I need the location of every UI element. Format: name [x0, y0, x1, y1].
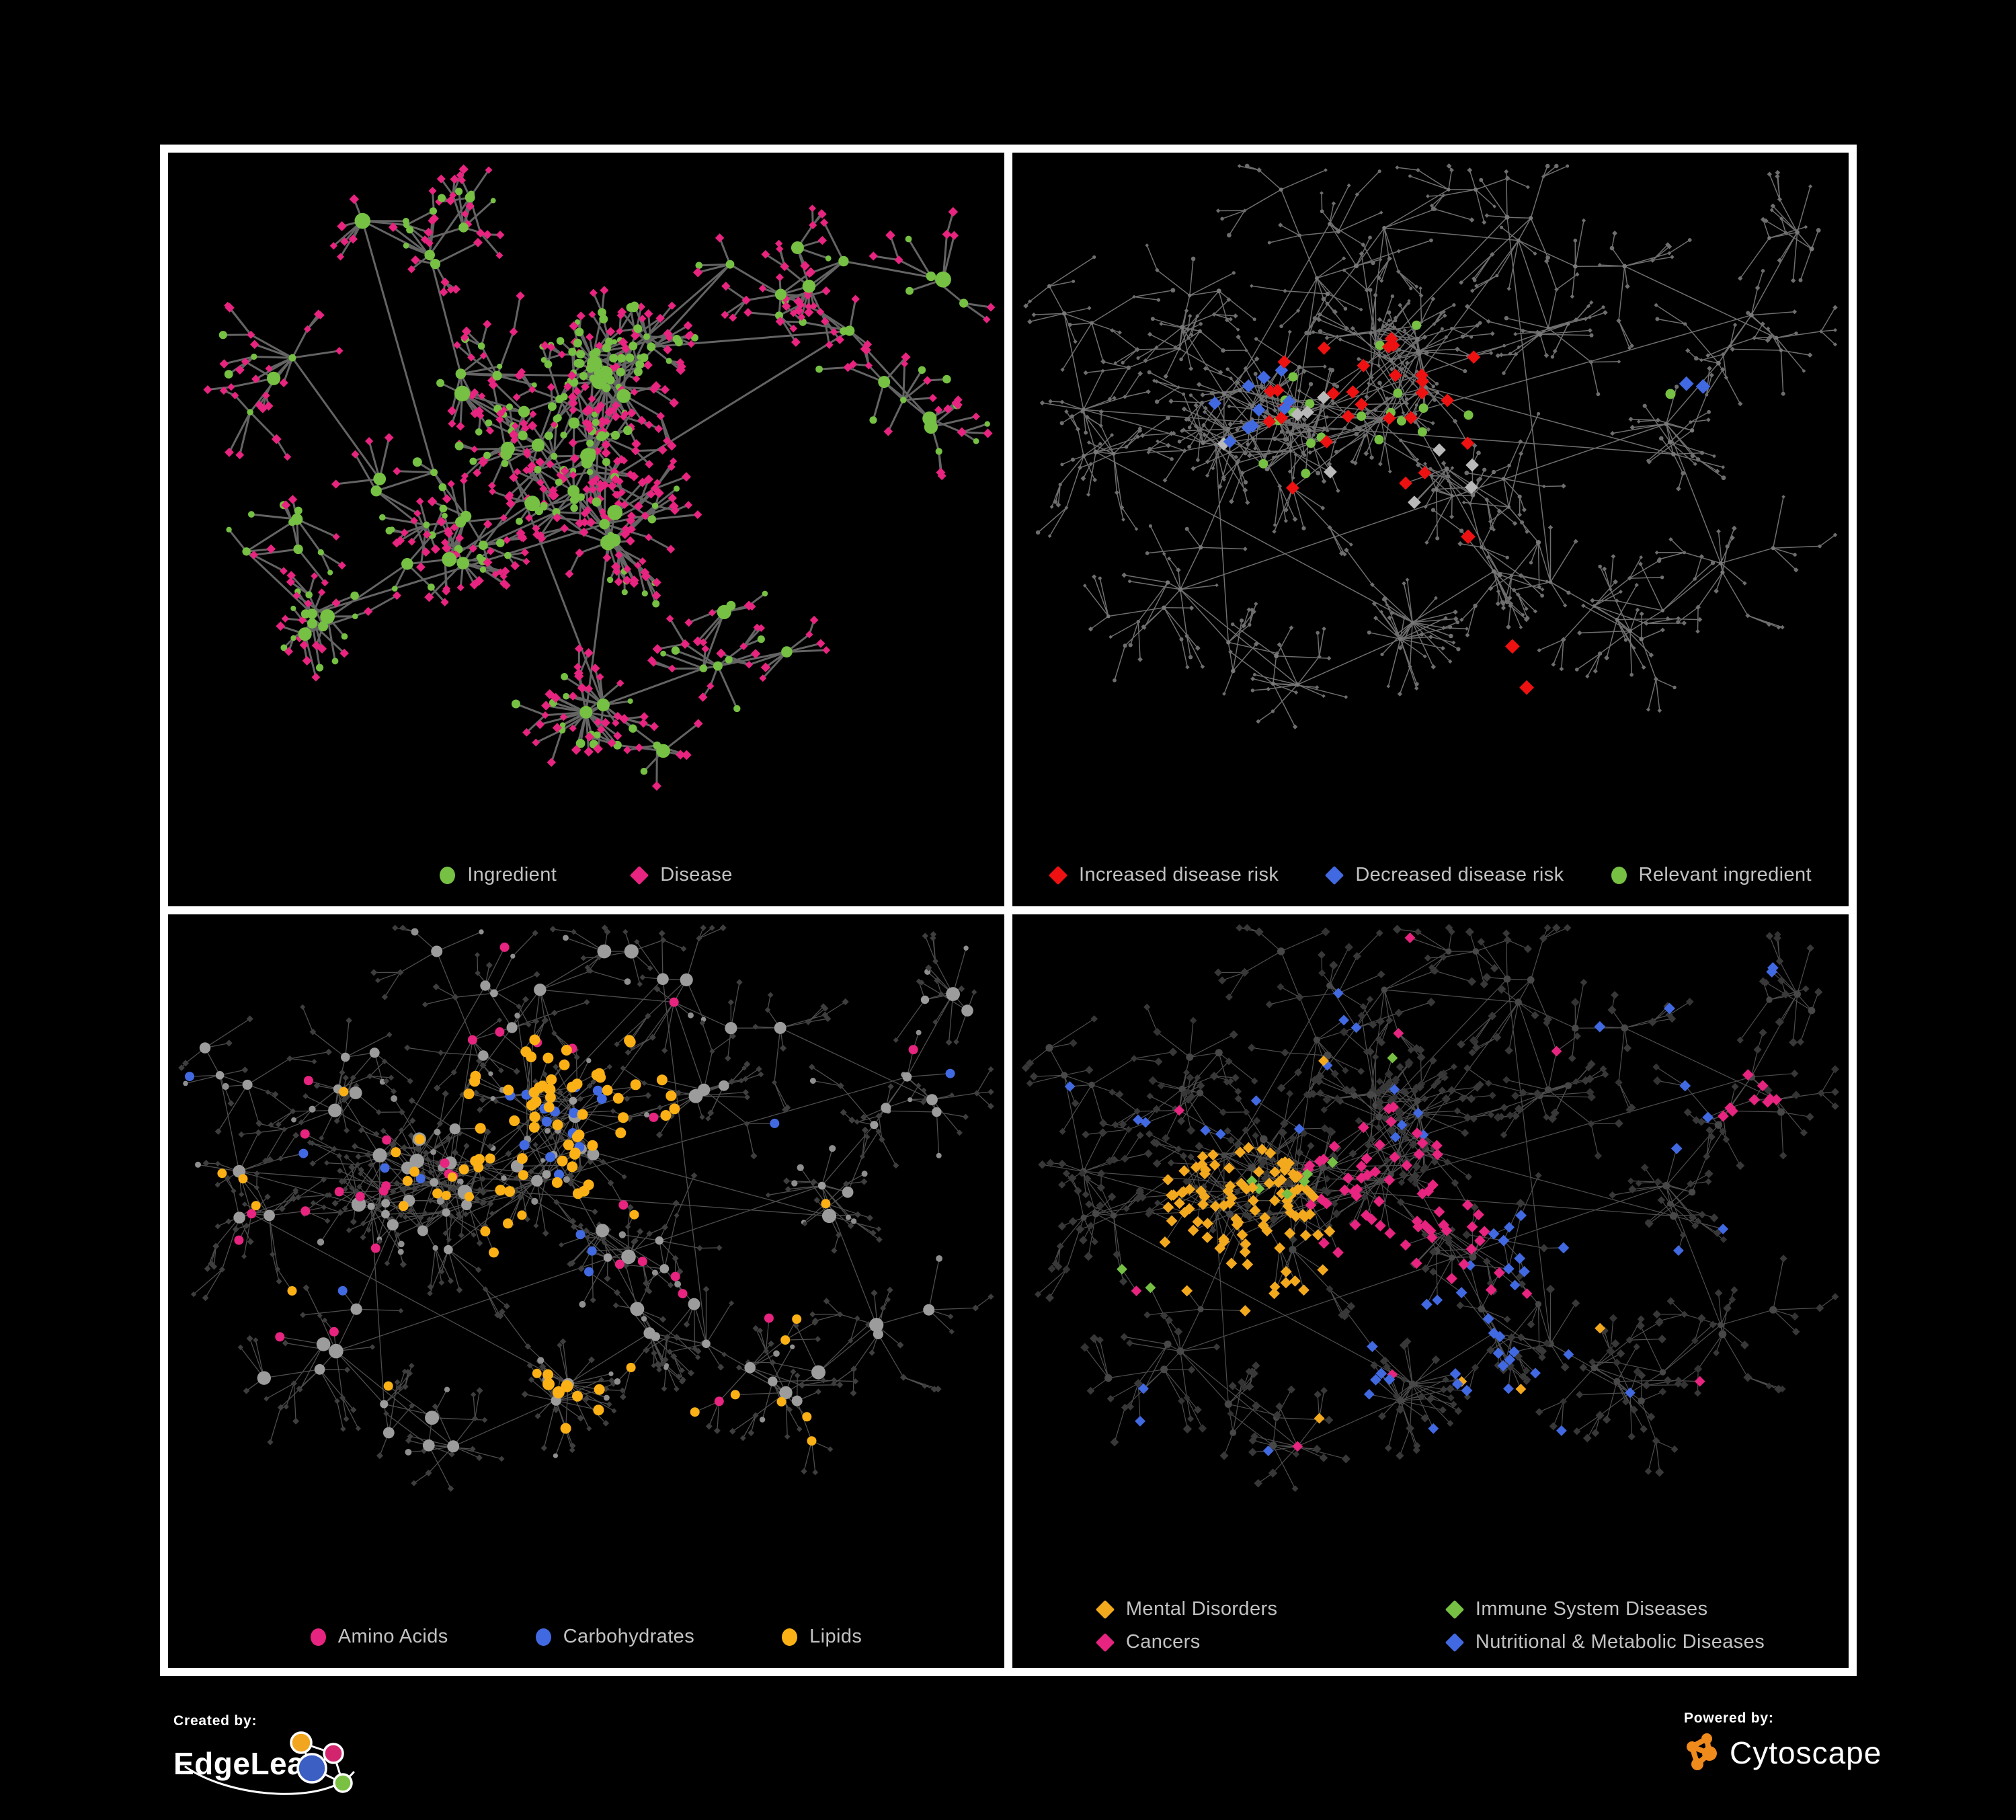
legend-macronutrients: Amino Acids Carbohydrates Lipids — [168, 1626, 1004, 1648]
panel-ingredient-disease: Ingredient Disease — [168, 153, 1004, 906]
cytoscape-logo-mark-icon — [1687, 1733, 1717, 1770]
legend-label: Decreased disease risk — [1355, 864, 1564, 885]
created-by-label: Created by: — [173, 1713, 257, 1729]
diamond-marker-icon — [630, 865, 649, 885]
legend-label: Nutritional & Metabolic Diseases — [1475, 1631, 1765, 1653]
network-graph-disease-classes — [1021, 923, 1840, 1493]
legend-label: Relevant ingredient — [1638, 864, 1812, 885]
circle-marker-icon — [310, 1628, 326, 1646]
legend-disease-risk: Increased disease risk Decreased disease … — [1012, 864, 1849, 886]
panel-disease-classes: Mental Disorders Immune System Diseases Ca… — [1012, 914, 1849, 1668]
panel-macronutrients: Amino Acids Carbohydrates Lipids — [168, 914, 1004, 1668]
powered-by-label: Powered by: — [1684, 1710, 1774, 1726]
cytoscape-logo: Cytoscape — [1684, 1732, 1882, 1774]
edgeleap-logo: EdgeLeap — [173, 1731, 395, 1795]
legend-label: Immune System Diseases — [1475, 1598, 1708, 1620]
network-graph-ingredient-disease — [203, 164, 996, 791]
legend-item: Cancers — [1095, 1631, 1446, 1653]
legend-item: Immune System Diseases — [1445, 1598, 1765, 1620]
network-graph-disease-risk — [1023, 163, 1838, 729]
legend-label: Mental Disorders — [1125, 1598, 1278, 1620]
legend-item: Carbohydrates — [535, 1626, 695, 1648]
legend-ingredient-disease: Ingredient Disease — [168, 864, 1004, 886]
panel-disease-risk: Increased disease risk Decreased disease … — [1012, 153, 1849, 906]
diamond-marker-icon — [1048, 865, 1068, 885]
legend-item: Ingredient — [440, 864, 557, 886]
edgeleap-credit: Created by: EdgeLeap — [173, 1713, 395, 1795]
diamond-marker-icon — [1325, 865, 1344, 885]
diamond-marker-icon — [1445, 1599, 1465, 1619]
circle-marker-icon — [440, 866, 456, 884]
legend-disease-classes: Mental Disorders Immune System Diseases Ca… — [1012, 1598, 1849, 1653]
legend-item: Mental Disorders — [1095, 1598, 1446, 1620]
legend-item: Decreased disease risk — [1325, 864, 1564, 886]
legend-label: Disease — [660, 864, 733, 885]
legend-item: Lipids — [782, 1626, 862, 1648]
cytoscape-credit: Powered by: Cytoscape — [1684, 1710, 1882, 1774]
circle-marker-icon — [535, 1628, 551, 1646]
legend-label: Amino Acids — [337, 1626, 448, 1647]
legend-item: Increased disease risk — [1048, 864, 1279, 886]
panel-grid: Ingredient Disease Increased disease risk… — [160, 145, 1857, 1676]
legend-item: Nutritional & Metabolic Diseases — [1445, 1631, 1765, 1653]
diamond-marker-icon — [1445, 1632, 1465, 1652]
circle-marker-icon — [782, 1628, 798, 1646]
legend-item: Disease — [630, 864, 733, 886]
legend-label: Lipids — [809, 1626, 862, 1647]
legend-label: Increased disease risk — [1078, 864, 1279, 885]
cytoscape-logo-text: Cytoscape — [1730, 1735, 1882, 1770]
network-graph-macronutrients — [178, 924, 994, 1492]
legend-label: Cancers — [1125, 1631, 1201, 1653]
legend-item: Relevant ingredient — [1611, 864, 1812, 886]
circle-marker-icon — [1611, 866, 1627, 884]
diamond-marker-icon — [1095, 1632, 1115, 1652]
legend-label: Ingredient — [467, 864, 557, 885]
legend-label: Carbohydrates — [563, 1626, 695, 1647]
diamond-marker-icon — [1095, 1599, 1115, 1619]
edgeleap-logo-mark-icon — [184, 1731, 355, 1795]
legend-item: Amino Acids — [310, 1626, 448, 1648]
